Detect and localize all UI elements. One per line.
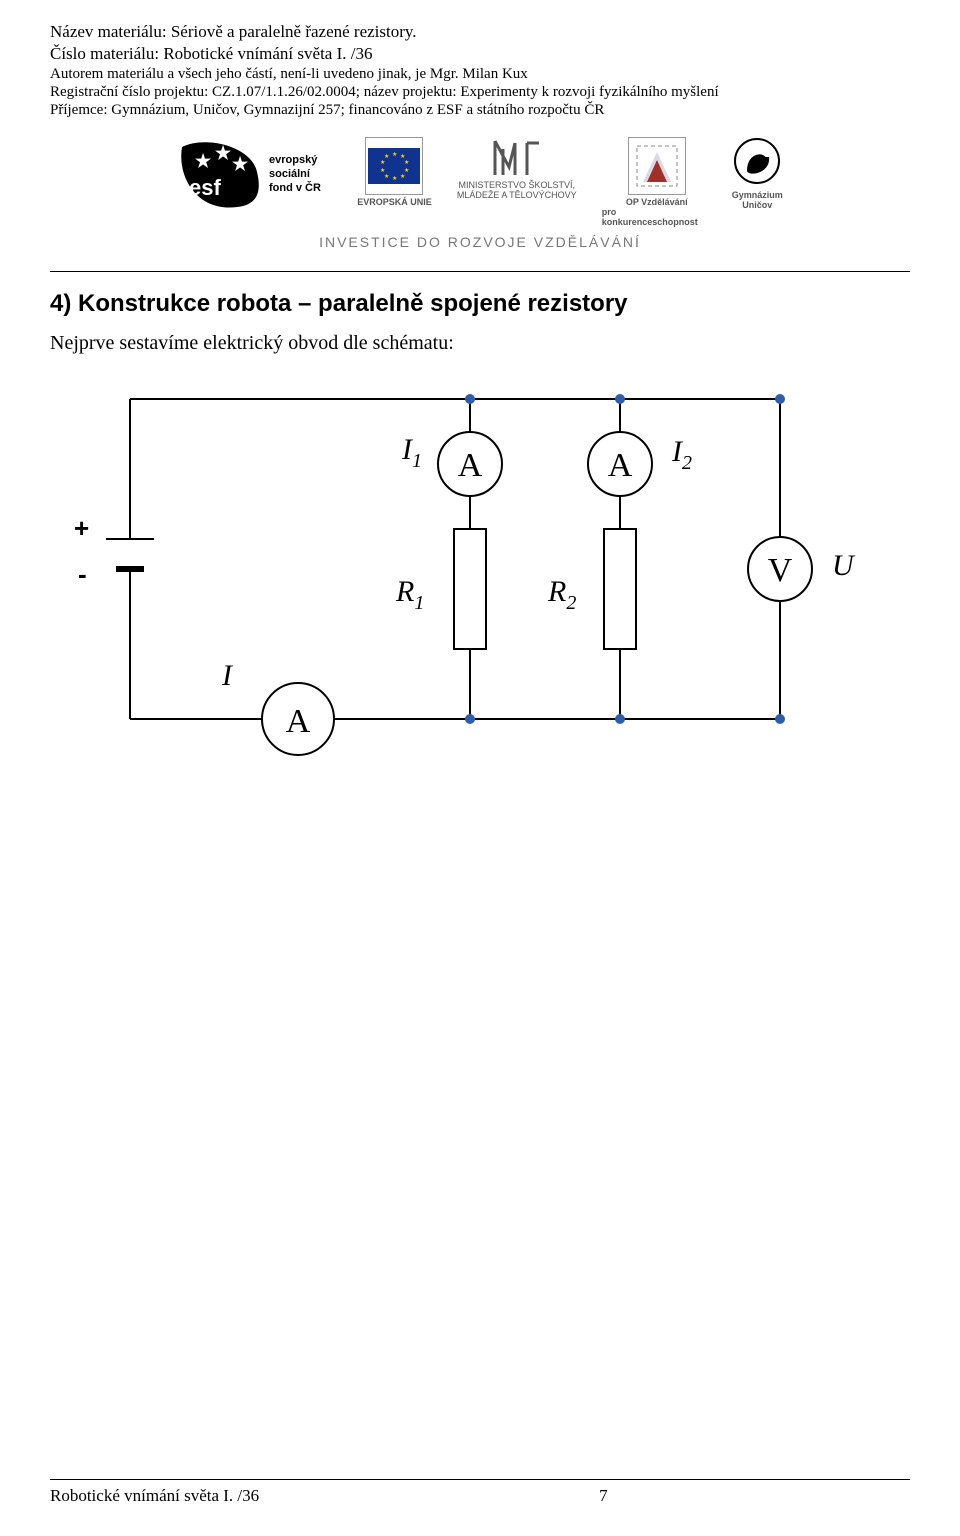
logo-strip: ★★★ esf evropský sociální fond v ČR <box>160 137 800 257</box>
esf-text-2: sociální <box>269 168 311 180</box>
svg-text:★: ★ <box>384 153 389 160</box>
svg-text:★: ★ <box>215 143 232 163</box>
label-I2-sub: 2 <box>682 452 692 474</box>
svg-text:R2: R2 <box>547 575 576 614</box>
ammeter-2-label: A <box>608 447 633 484</box>
svg-text:★: ★ <box>380 159 385 166</box>
svg-text:★: ★ <box>400 173 405 180</box>
page: Název materiálu: Sériově a paralelně řaz… <box>0 0 960 1536</box>
page-footer: Robotické vnímání světa I. /36 7 <box>50 1479 910 1506</box>
footer-page-number: 7 <box>599 1486 608 1506</box>
svg-text:★: ★ <box>195 151 212 171</box>
header-line-2: Číslo materiálu: Robotické vnímání světa… <box>50 44 910 64</box>
battery-minus: - <box>78 559 87 589</box>
svg-text:★: ★ <box>392 175 397 182</box>
ammeter-1-label: A <box>458 447 483 484</box>
label-R1: R <box>395 575 414 608</box>
svg-text:★: ★ <box>404 159 409 166</box>
svg-text:I2: I2 <box>671 435 692 474</box>
circuit-diagram: A A V A I1 I2 R1 R2 U I <box>50 369 870 809</box>
label-R2-sub: 2 <box>566 592 576 614</box>
header-separator <box>50 271 910 272</box>
svg-text:★: ★ <box>380 167 385 174</box>
label-U: U <box>832 549 856 582</box>
svg-text:★: ★ <box>404 167 409 174</box>
eu-label: EVROPSKÁ UNIE <box>357 198 432 208</box>
op-label-1: OP Vzdělávání <box>626 198 688 208</box>
svg-text:★: ★ <box>400 153 405 160</box>
gym-logo: Gymnázium Uničov <box>732 137 783 211</box>
section-title: 4) Konstrukce robota – paralelně spojené… <box>50 290 910 318</box>
svg-text:★: ★ <box>384 173 389 180</box>
ammeter-main-label: A <box>286 703 311 740</box>
logo-tagline: INVESTICE DO ROZVOJE VZDĚLÁVÁNÍ <box>160 234 800 250</box>
label-I1-sub: 1 <box>412 450 422 472</box>
op-label-2: pro konkurenceschopnost <box>602 208 712 228</box>
header-line-1: Název materiálu: Sériově a paralelně řaz… <box>50 22 910 42</box>
eu-logo: ★★★ ★★★ ★★★ ★ EVROPSKÁ UNIE <box>357 137 432 208</box>
header-line-5: Příjemce: Gymnázium, Uničov, Gymnazijní … <box>50 102 910 119</box>
footer-title: Robotické vnímání světa I. /36 <box>50 1486 259 1506</box>
esf-text-1: evropský <box>269 154 318 166</box>
svg-text:R1: R1 <box>395 575 424 614</box>
esf-logo: ★★★ esf evropský sociální fond v ČR <box>177 137 337 220</box>
label-R2: R <box>547 575 566 608</box>
label-I: I <box>221 659 234 692</box>
svg-text:I1: I1 <box>401 433 422 472</box>
msmt-logo: MINISTERSTVO ŠKOLSTVÍ, MLÁDEŽE A TĚLOVÝC… <box>452 137 582 201</box>
svg-text:★: ★ <box>392 151 397 158</box>
svg-text:esf: esf <box>189 175 221 200</box>
esf-text-3: fond v ČR <box>269 181 321 194</box>
header-line-3: Autorem materiálu a všech jeho částí, ne… <box>50 66 910 83</box>
label-R1-sub: 1 <box>414 592 424 614</box>
header-line-4: Registrační číslo projektu: CZ.1.07/1.1.… <box>50 84 910 101</box>
section-lead: Nejprve sestavíme elektrický obvod dle s… <box>50 332 910 355</box>
op-logo: OP Vzdělávání pro konkurenceschopnost <box>602 137 712 228</box>
msmt-label-2: MLÁDEŽE A TĚLOVÝCHOVY <box>457 191 577 201</box>
voltmeter-label: V <box>768 552 793 589</box>
svg-text:★: ★ <box>232 154 249 174</box>
battery-plus: + <box>74 513 89 543</box>
gym-label-2: Uničov <box>742 201 772 211</box>
